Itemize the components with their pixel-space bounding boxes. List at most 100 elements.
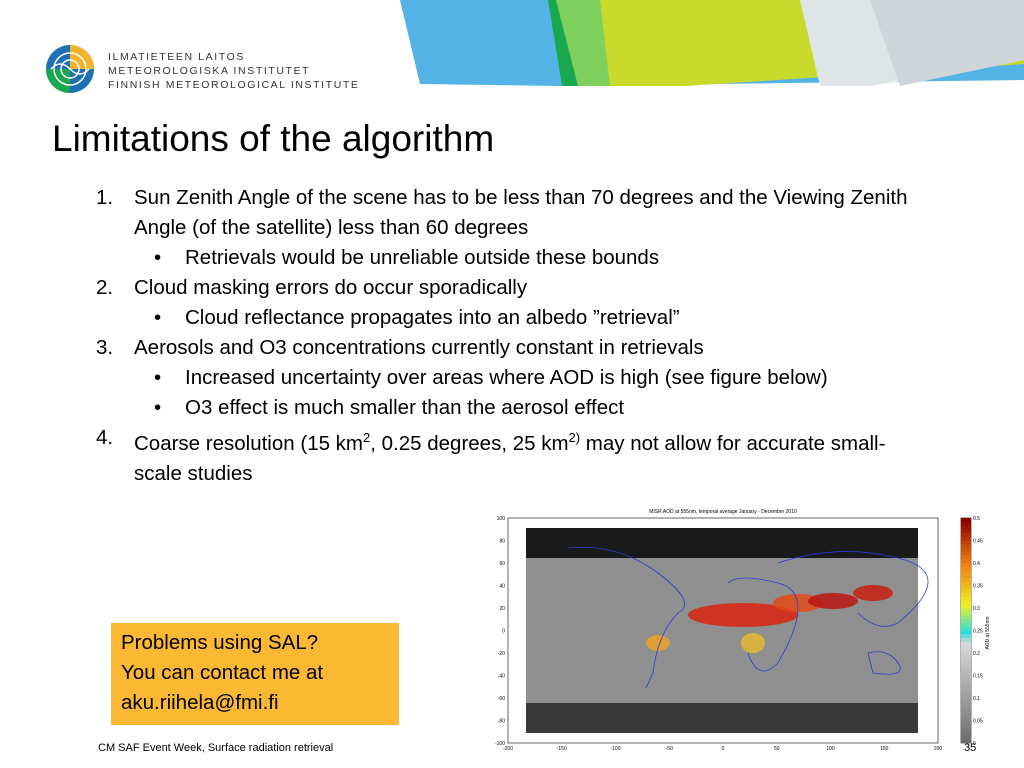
- x-tick-label: 50: [774, 746, 780, 752]
- sub-bullet-text: Increased uncertainty over areas where A…: [185, 366, 828, 389]
- colorbar-segment: [961, 671, 971, 676]
- list-item-2: 2. Cloud masking errors do occur sporadi…: [96, 273, 956, 303]
- y-tick-label: 100: [497, 516, 506, 522]
- sub-bullet-text: O3 effect is much smaller than the aeros…: [185, 396, 625, 419]
- colorbar-segment: [961, 656, 971, 661]
- colorbar-segment: [961, 701, 971, 706]
- x-tick-label: 0: [722, 746, 725, 752]
- aerosol-hotspot-sahara: [688, 603, 798, 627]
- item-number: 1.: [96, 186, 114, 209]
- contact-line: Problems using SAL?: [121, 631, 319, 654]
- colorbar-segment: [961, 649, 971, 654]
- colorbar-segment: [961, 563, 971, 568]
- colorbar-segment: [961, 735, 971, 740]
- colorbar-segment: [961, 739, 971, 744]
- colorbar-segment: [961, 593, 971, 598]
- contact-box: Problems using SAL? You can contact me a…: [111, 623, 399, 725]
- aerosol-hotspot-amazon: [646, 635, 670, 651]
- bullet-glyph: •: [154, 306, 162, 329]
- colorbar-segment: [961, 574, 971, 579]
- sub-bullet: • Retrievals would be unreliable outside…: [96, 243, 956, 273]
- antarctic-nodata: [526, 703, 918, 733]
- fmi-logo: [46, 45, 94, 93]
- colorbar-segment: [961, 611, 971, 616]
- colorbar-tick-label: 0.35: [973, 584, 983, 590]
- colorbar-segment: [961, 604, 971, 609]
- map-background: [526, 528, 918, 733]
- colorbar-tick-label: 0.3: [973, 606, 980, 612]
- y-tick-label: 0: [502, 629, 505, 635]
- list-item-3: 3. Aerosols and O3 concentrations curren…: [96, 333, 956, 363]
- colorbar-tick-label: 0.15: [973, 674, 983, 680]
- x-tick-label: 200: [934, 746, 943, 752]
- colorbar-segment: [961, 694, 971, 699]
- aerosol-hotspot-china: [853, 585, 893, 601]
- colorbar-tick-label: 0: [973, 741, 976, 747]
- page-number: 35: [964, 742, 977, 754]
- sub-bullet-text: Cloud reflectance propagates into an alb…: [185, 306, 680, 329]
- bullet-glyph: •: [154, 366, 162, 389]
- colorbar-segment: [961, 608, 971, 613]
- institute-name-sv: METEOROLOGISKA INSTITUTET: [108, 65, 311, 77]
- sub-bullet: • Cloud reflectance propagates into an a…: [96, 303, 956, 333]
- y-tick-label: -100: [495, 741, 505, 747]
- colorbar-segment: [961, 698, 971, 703]
- colorbar-segment: [961, 641, 971, 646]
- aerosol-hotspot-africa-south: [741, 633, 765, 653]
- colorbar-segment: [961, 645, 971, 650]
- institute-name-en: FINNISH METEOROLOGICAL INSTITUTE: [108, 79, 360, 91]
- x-tick-label: -150: [557, 746, 567, 752]
- colorbar-segment: [961, 638, 971, 643]
- colorbar-segment: [961, 615, 971, 620]
- colorbar-tick-label: 0.5: [973, 516, 980, 522]
- colorbar-tick-label: 0.1: [973, 696, 980, 702]
- colorbar-segment: [961, 668, 971, 673]
- y-tick-label: 20: [499, 606, 505, 612]
- y-tick-label: -60: [498, 696, 505, 702]
- colorbar-segment: [961, 683, 971, 688]
- colorbar: 0.5 0.45 0.4 0.35 0.3 0.25 0.2 0.15 0.1 0.05 0: [961, 516, 983, 747]
- colorbar-segment: [961, 570, 971, 575]
- colorbar-segment: [961, 566, 971, 571]
- item-number: 3.: [96, 336, 114, 359]
- x-axis-ticks: -200 -150 -100 -50 0 50 100 150 200: [503, 746, 942, 752]
- colorbar-segment: [961, 596, 971, 601]
- superscript: 2): [568, 430, 581, 445]
- institute-name: ILMATIETEEN LAITOS METEOROLOGISKA INSTIT…: [108, 50, 360, 92]
- aerosol-hotspot-india: [808, 593, 858, 609]
- footer-text: CM SAF Event Week, Surface radiation ret…: [98, 742, 334, 754]
- colorbar-segment: [961, 578, 971, 583]
- x-tick-label: -50: [666, 746, 673, 752]
- bullet-glyph: •: [154, 396, 162, 419]
- colorbar-segment: [961, 521, 971, 526]
- colorbar-segment: [961, 690, 971, 695]
- bullet-glyph: •: [154, 246, 162, 269]
- list-item-1: 1. Sun Zenith Angle of the scene has to …: [96, 183, 956, 243]
- colorbar-segment: [961, 619, 971, 624]
- colorbar-segment: [961, 585, 971, 590]
- colorbar-segment: [961, 540, 971, 545]
- x-tick-label: 150: [880, 746, 889, 752]
- y-axis-ticks: 100 80 60 40 20 0 -20 -40 -60 -80 -100: [495, 516, 505, 747]
- limitations-list: 1. Sun Zenith Angle of the scene has to …: [96, 183, 956, 489]
- coastlines: [567, 546, 929, 689]
- item-text: Cloud masking errors do occur sporadical…: [134, 276, 528, 299]
- colorbar-segment: [961, 709, 971, 714]
- colorbar-segment: [961, 705, 971, 710]
- item-text-part: Coarse resolution (15 km: [134, 431, 364, 455]
- colorbar-segment: [961, 589, 971, 594]
- colorbar-segment: [961, 536, 971, 541]
- superscript: 2: [363, 430, 371, 445]
- arctic-nodata: [526, 528, 918, 558]
- y-tick-label: -20: [498, 651, 505, 657]
- colorbar-segment: [961, 675, 971, 680]
- sub-bullet: • Increased uncertainty over areas where…: [96, 363, 956, 393]
- colorbar-segment: [961, 731, 971, 736]
- colorbar-segment: [961, 630, 971, 635]
- colorbar-segment: [961, 581, 971, 586]
- colorbar-segment: [961, 653, 971, 658]
- colorbar-tick-label: 0.45: [973, 539, 983, 545]
- aod-map-figure: MISR AOD at 555nm, temporal average Janu…: [495, 509, 991, 752]
- colorbar-segment: [961, 548, 971, 553]
- y-tick-label: -80: [498, 719, 505, 725]
